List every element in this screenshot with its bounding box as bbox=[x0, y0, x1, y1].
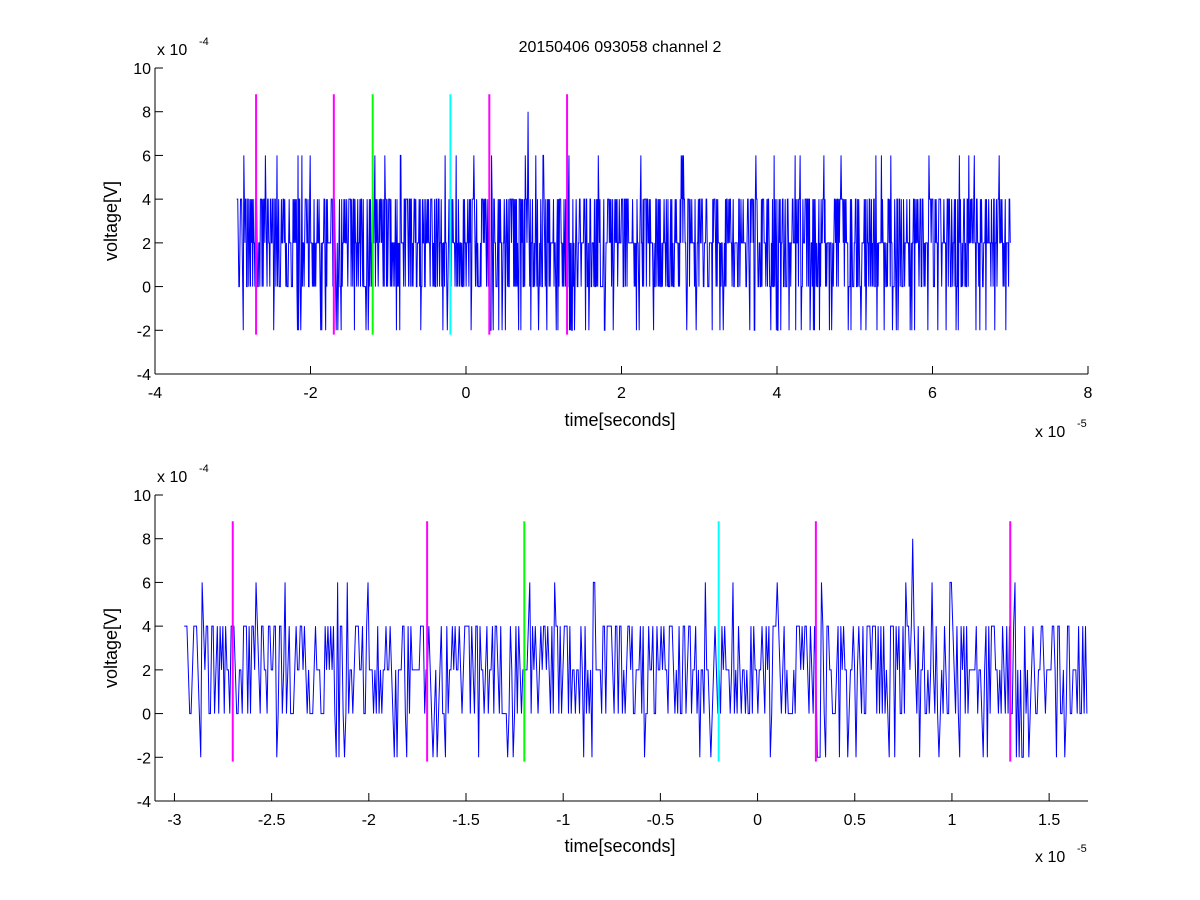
y-tick-label: -2 bbox=[137, 323, 151, 340]
signal-trace bbox=[236, 111, 1011, 331]
x-tick-label: -1.5 bbox=[452, 812, 480, 829]
x-tick-label: 0.5 bbox=[844, 812, 866, 829]
x-tick-label: -4 bbox=[148, 385, 162, 402]
top-plot-marks bbox=[236, 94, 1011, 335]
x-tick-label: -2.5 bbox=[258, 812, 286, 829]
top-subplot: 20150406 093058 channel 2 -4 -2 0 2 4 6 8 -4 -2 0… bbox=[101, 36, 1093, 441]
x-tick-label: -3 bbox=[167, 812, 181, 829]
x-tick-label: -0.5 bbox=[647, 812, 675, 829]
y-tick-label: 0 bbox=[142, 280, 151, 297]
bottom-y-exponent: x 10 -4 bbox=[157, 463, 209, 486]
x-tick-label: -1 bbox=[556, 812, 570, 829]
x-tick-label: -2 bbox=[303, 385, 317, 402]
top-subplot-title: 20150406 093058 channel 2 bbox=[519, 39, 722, 56]
svg-text:x 10: x 10 bbox=[157, 42, 187, 59]
x-tick-label: 0 bbox=[462, 385, 471, 402]
svg-text:x 10: x 10 bbox=[1035, 424, 1065, 441]
signal-trace bbox=[184, 538, 1088, 758]
svg-text:-5: -5 bbox=[1077, 418, 1087, 430]
svg-text:-4: -4 bbox=[199, 463, 209, 475]
y-tick-label: 10 bbox=[133, 61, 151, 78]
y-tick-label: 10 bbox=[133, 488, 151, 505]
y-tick-label: 8 bbox=[142, 105, 151, 122]
y-tick-label: -4 bbox=[137, 367, 151, 384]
y-tick-label: 8 bbox=[142, 532, 151, 549]
y-tick-label: 4 bbox=[142, 619, 151, 636]
bottom-x-label: time[seconds] bbox=[564, 836, 675, 856]
y-tick-label: 6 bbox=[142, 575, 151, 592]
y-tick-label: -4 bbox=[137, 794, 151, 811]
x-tick-label: -2 bbox=[362, 812, 376, 829]
x-tick-label: 2 bbox=[617, 385, 626, 402]
x-tick-label: 4 bbox=[773, 385, 782, 402]
y-tick-label: 0 bbox=[142, 707, 151, 724]
x-tick-label: 6 bbox=[928, 385, 937, 402]
svg-text:-5: -5 bbox=[1077, 843, 1087, 855]
top-y-label: voltage[V] bbox=[101, 181, 121, 261]
y-tick-label: -2 bbox=[137, 750, 151, 767]
top-y-exponent: x 10 -4 bbox=[157, 36, 209, 59]
x-tick-label: 8 bbox=[1084, 385, 1093, 402]
y-tick-label: 2 bbox=[142, 236, 151, 253]
y-tick-label: 6 bbox=[142, 148, 151, 165]
bottom-x-exponent: x 10 -5 bbox=[1035, 843, 1087, 866]
top-x-exponent: x 10 -5 bbox=[1035, 418, 1087, 441]
x-tick-label: 1 bbox=[947, 812, 956, 829]
y-tick-label: 4 bbox=[142, 192, 151, 209]
bottom-axes: -3 -2.5 -2 -1.5 -1 -0.5 0 0.5 1 1.5 -4 -2 0 2 4 6 8 10 bbox=[133, 488, 1088, 829]
svg-text:x 10: x 10 bbox=[157, 469, 187, 486]
top-x-label: time[seconds] bbox=[564, 410, 675, 430]
x-tick-label: 1.5 bbox=[1038, 812, 1060, 829]
top-axes: -4 -2 0 2 4 6 8 -4 -2 0 2 4 6 8 10 bbox=[133, 61, 1092, 402]
bottom-plot-marks bbox=[184, 521, 1088, 762]
bottom-subplot: -3 -2.5 -2 -1.5 -1 -0.5 0 0.5 1 1.5 -4 -2 0 2 4 6 8 10 ti… bbox=[101, 463, 1088, 866]
svg-text:-4: -4 bbox=[199, 36, 209, 48]
y-tick-label: 2 bbox=[142, 663, 151, 680]
bottom-y-label: voltage[V] bbox=[101, 608, 121, 688]
x-tick-label: 0 bbox=[753, 812, 762, 829]
svg-text:x 10: x 10 bbox=[1035, 849, 1065, 866]
